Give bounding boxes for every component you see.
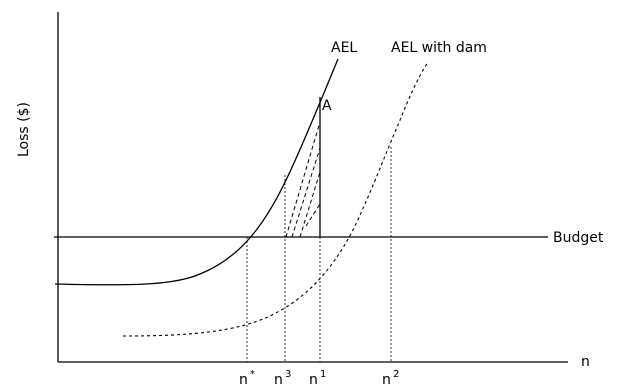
x-axis-label: n xyxy=(581,354,590,370)
n3-tick-sup: 3 xyxy=(285,369,291,380)
ael-label: AEL xyxy=(331,40,357,56)
hatch-line-3 xyxy=(299,171,321,238)
hatch-line-4 xyxy=(305,203,321,227)
n-star-tick-base: n xyxy=(239,372,248,388)
n2-tick-sup: 2 xyxy=(393,369,399,380)
n-star-tick-sup: * xyxy=(250,369,255,380)
hatch-line-1 xyxy=(285,121,321,238)
y-axis-label: Loss ($) xyxy=(16,102,32,157)
ael-with-dam-label: AEL with dam xyxy=(391,40,487,56)
n3-tick-base: n xyxy=(274,372,283,388)
ael-with-dam-curve xyxy=(122,61,429,337)
n1-tick-base: n xyxy=(309,372,318,388)
hatch-line-2 xyxy=(291,147,321,238)
point-a-label: A xyxy=(322,98,332,114)
n1-tick-sup: 1 xyxy=(320,369,326,380)
budget-label: Budget xyxy=(553,230,604,246)
n2-tick-base: n xyxy=(382,372,391,388)
ael-curve xyxy=(54,58,339,286)
